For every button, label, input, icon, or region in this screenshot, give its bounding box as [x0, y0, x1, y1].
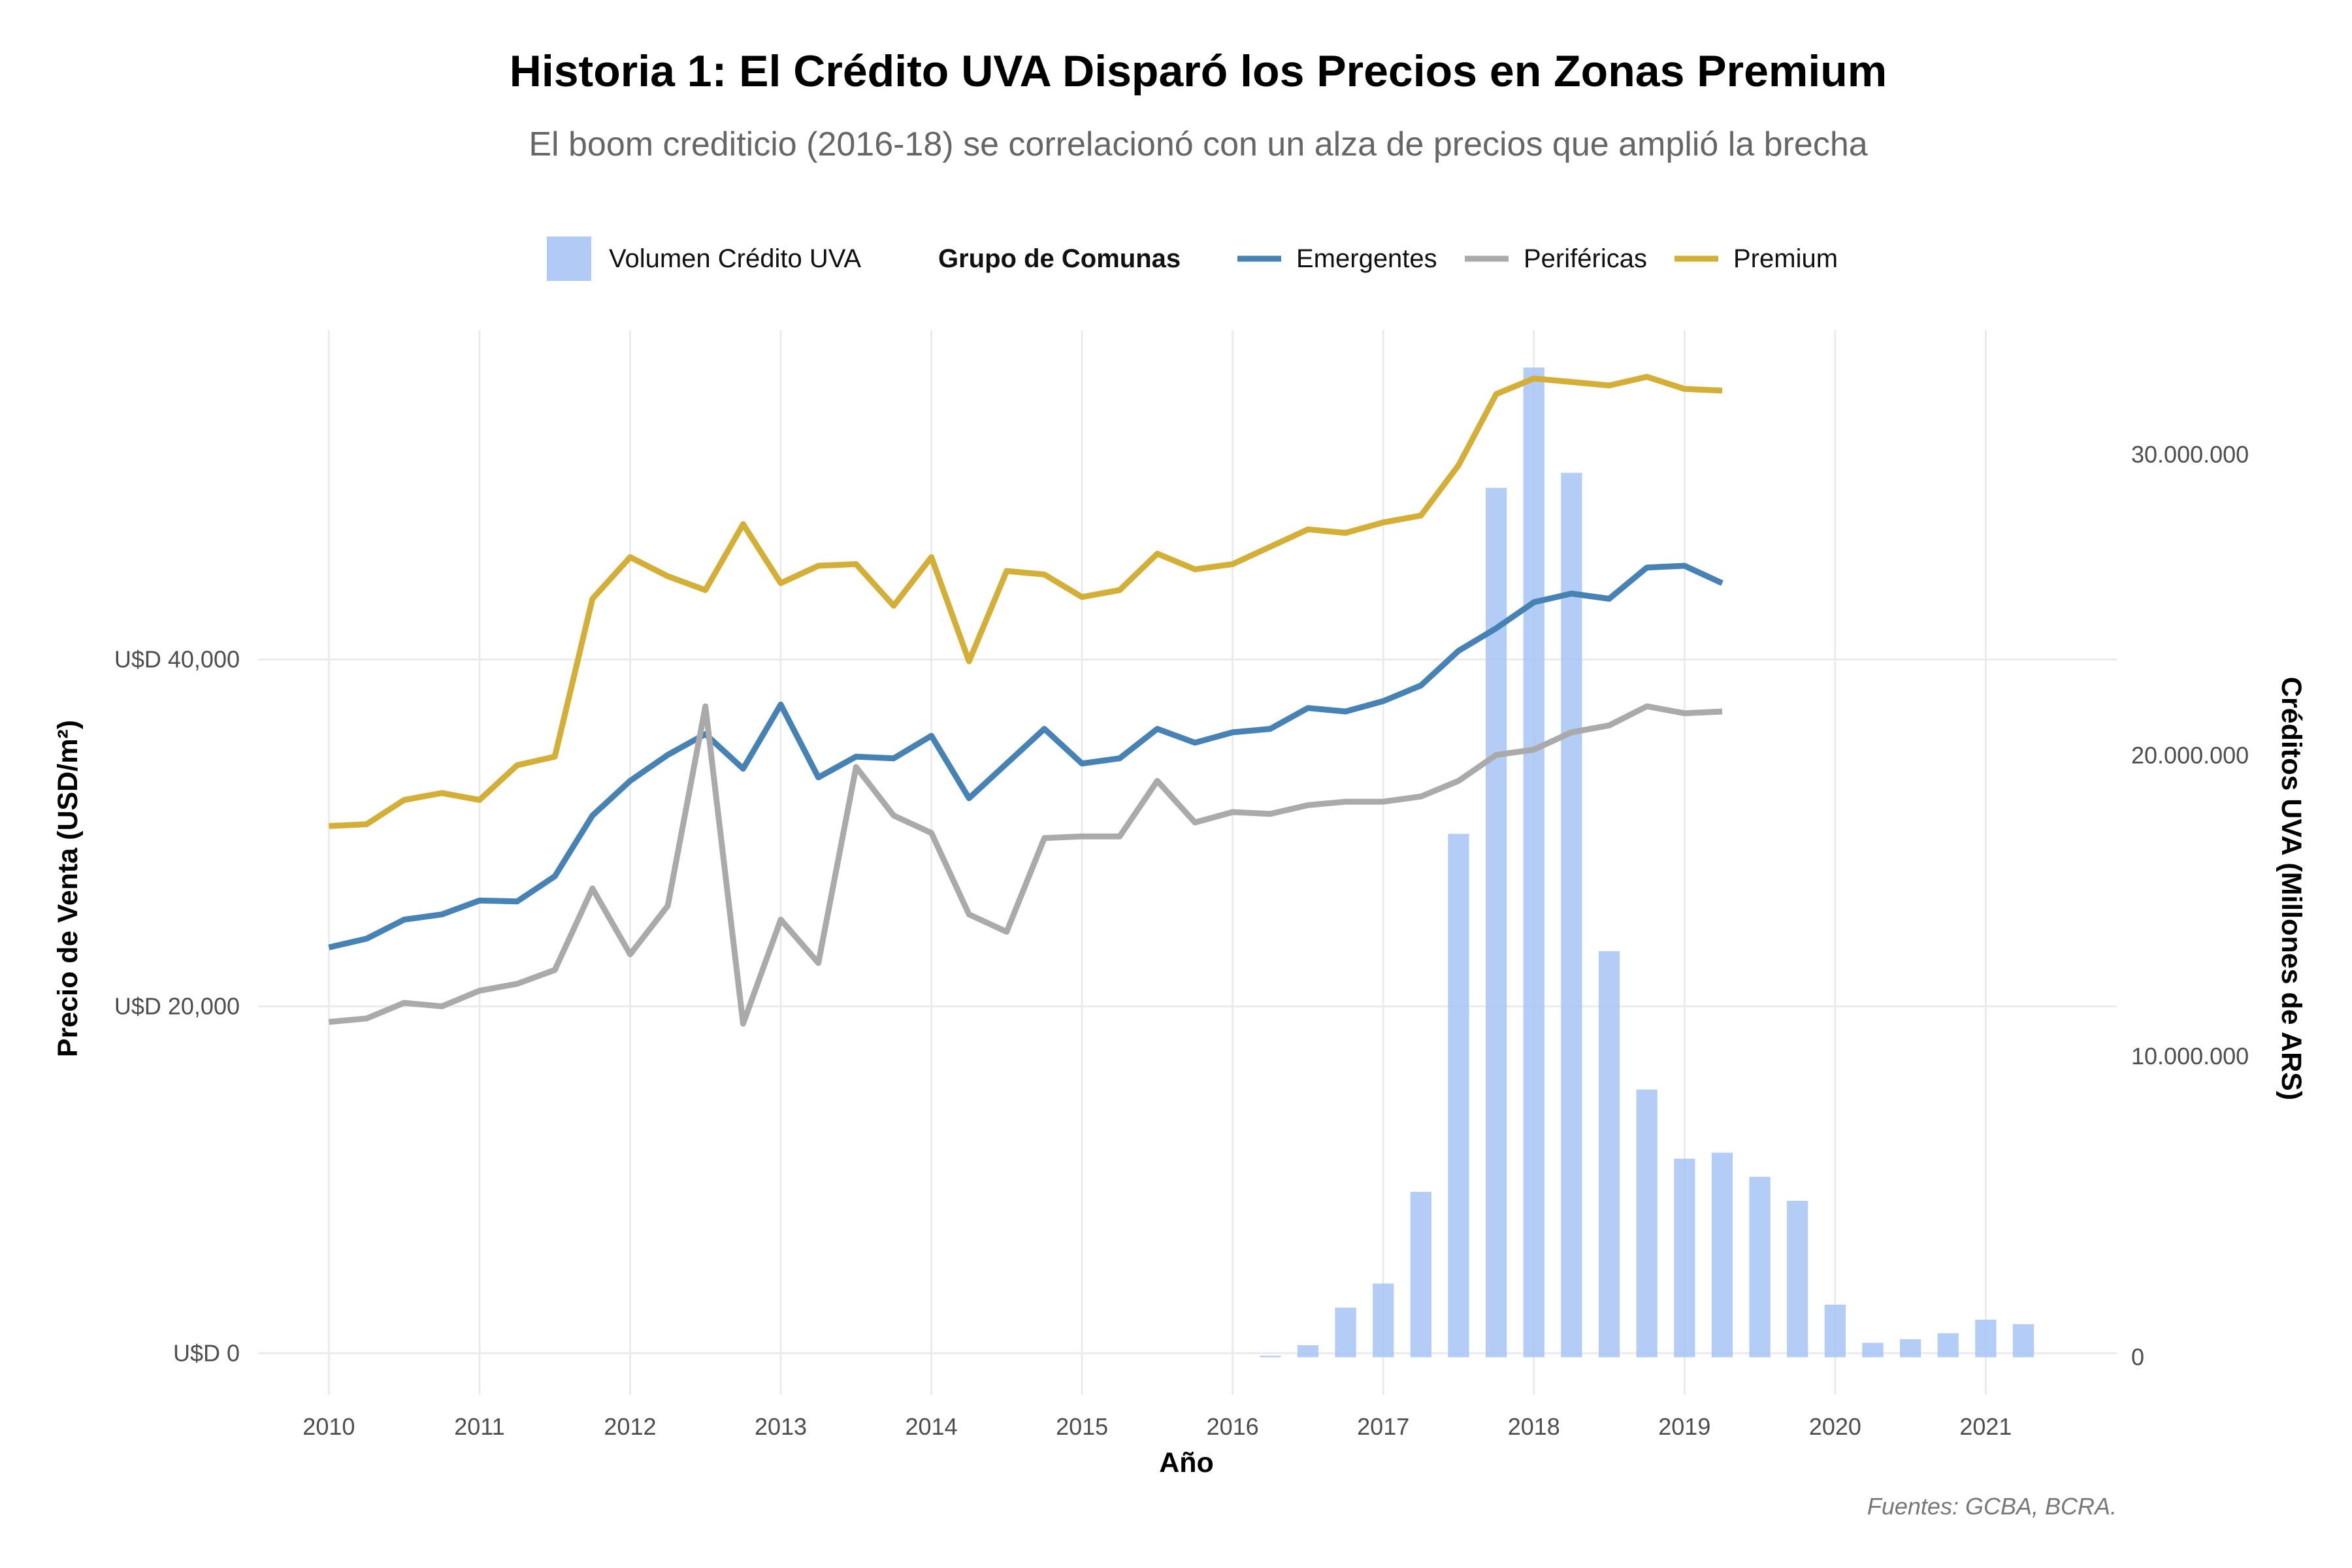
- y-right-tick-30000000: 30.000.000: [2131, 441, 2249, 468]
- bar-credito-uva-2018.5: [1598, 951, 1620, 1358]
- line-emergentes: [328, 563, 1723, 951]
- y-left-axis-ticks: U$D 0 U$D 20,000 U$D 40,000: [114, 645, 240, 1366]
- y-left-axis-title: Precio de Venta (USD/m²): [52, 720, 84, 1057]
- x-tick-2017: 2017: [1357, 1413, 1409, 1440]
- line-perifericas: [328, 703, 1723, 1027]
- x-tick-2021: 2021: [1959, 1413, 2012, 1440]
- line-premium: [329, 374, 1723, 829]
- price-lines: [328, 374, 1723, 1027]
- bar-credito-uva-2017: [1373, 1283, 1394, 1358]
- x-tick-2014: 2014: [906, 1413, 958, 1440]
- y-right-axis-ticks: 0 10.000.000 20.000.000 30.000.000: [2131, 441, 2249, 1370]
- y-right-tick-0: 0: [2131, 1343, 2144, 1370]
- x-axis-ticks: 2010 2011 2012 2013 2014 2015 2016 2017 2018 2019…: [302, 1413, 2012, 1440]
- x-axis-title: Año: [1159, 1447, 1214, 1478]
- x-tick-2012: 2012: [604, 1413, 656, 1440]
- bar-credito-uva-2018.25: [1561, 472, 1582, 1358]
- x-tick-2016: 2016: [1207, 1413, 1259, 1440]
- y-right-tick-20000000: 20.000.000: [2131, 742, 2249, 769]
- bar-credito-uva-2021.25: [2012, 1324, 2034, 1358]
- legend-group-title: Grupo de Comunas: [938, 244, 1181, 273]
- chart-subtitle: El boom crediticio (2016-18) se correlac…: [529, 125, 1867, 163]
- bar-credito-uva-2017.25: [1410, 1192, 1431, 1358]
- legend-label-emergentes: Emergentes: [1296, 244, 1437, 273]
- y-left-tick-0: U$D 0: [173, 1339, 240, 1366]
- grid: [258, 330, 2117, 1395]
- bar-credito-uva-2021: [1975, 1319, 1997, 1358]
- x-tick-2020: 2020: [1809, 1413, 1861, 1440]
- y-right-axis-title: Créditos UVA (Millones de ARS): [2276, 677, 2307, 1100]
- bar-credito-uva-2017.5: [1448, 834, 1469, 1358]
- bar-credito-uva-2019: [1674, 1158, 1695, 1358]
- bar-credito-uva-2018: [1523, 367, 1544, 1358]
- bar-credito-uva-2016.75: [1335, 1307, 1356, 1358]
- legend: Volumen Crédito UVA Grupo de Comunas Eme…: [547, 237, 1838, 281]
- y-right-tick-10000000: 10.000.000: [2131, 1043, 2249, 1070]
- legend-label-perifericas: Periféricas: [1524, 244, 1647, 273]
- x-tick-2013: 2013: [755, 1413, 807, 1440]
- x-tick-2010: 2010: [302, 1413, 355, 1440]
- y-left-tick-20000: U$D 20,000: [114, 992, 240, 1019]
- bar-credito-uva-2018.75: [1636, 1089, 1658, 1358]
- x-tick-2018: 2018: [1508, 1413, 1560, 1440]
- bars-volumen-credito-uva: [1260, 367, 2034, 1358]
- bar-credito-uva-2019.5: [1749, 1177, 1771, 1358]
- x-tick-2019: 2019: [1658, 1413, 1710, 1440]
- bar-credito-uva-2016.5: [1297, 1345, 1319, 1358]
- chart-caption: Fuentes: GCBA, BCRA.: [1867, 1493, 2117, 1520]
- bar-credito-uva-2019.75: [1787, 1201, 1808, 1358]
- legend-label-premium: Premium: [1733, 244, 1838, 273]
- legend-key-volumen: [547, 237, 591, 281]
- bar-credito-uva-2017.75: [1485, 487, 1507, 1358]
- bar-credito-uva-2020.5: [1900, 1339, 1921, 1358]
- bar-credito-uva-2020.25: [1862, 1343, 1884, 1358]
- y-left-tick-40000: U$D 40,000: [114, 645, 240, 672]
- bar-credito-uva-2016.25: [1260, 1356, 1281, 1358]
- bar-credito-uva-2020: [1824, 1304, 1846, 1358]
- bar-credito-uva-2019.25: [1711, 1152, 1733, 1358]
- x-tick-2015: 2015: [1056, 1413, 1108, 1440]
- bar-credito-uva-2020.75: [1937, 1333, 1959, 1358]
- chart-title: Historia 1: El Crédito UVA Disparó los P…: [510, 46, 1887, 96]
- legend-label-volumen: Volumen Crédito UVA: [609, 244, 861, 273]
- x-tick-2011: 2011: [454, 1413, 504, 1440]
